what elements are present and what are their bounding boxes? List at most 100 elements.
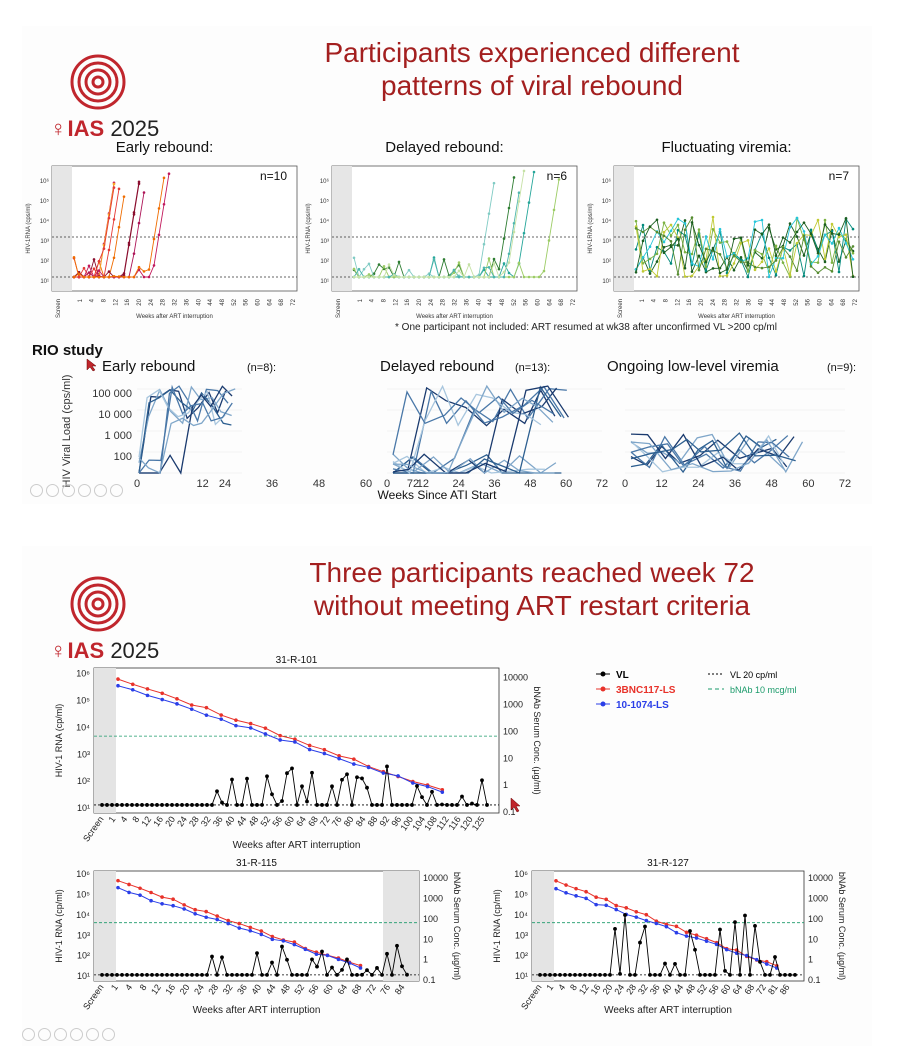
vl-point: [200, 972, 204, 977]
vl-point: [345, 772, 349, 777]
vl-point: [400, 964, 404, 969]
vl-point: [405, 803, 409, 807]
ls1074-point: [322, 751, 327, 756]
prev-slide-icon[interactable]: [22, 1028, 35, 1041]
trajectory-point: [690, 216, 694, 219]
slide-nav-controls-2[interactable]: [22, 1028, 115, 1041]
trajectory-point: [457, 275, 461, 279]
trajectory-point: [830, 229, 834, 233]
x-tick-label: 24: [692, 478, 704, 490]
trajectory-point: [830, 242, 834, 245]
zoom-icon[interactable]: [86, 1028, 99, 1041]
trajectory-point: [669, 262, 673, 265]
x-tick-label: 60: [802, 478, 814, 490]
legend-vl20-label: VL 20 cp/ml: [730, 670, 777, 680]
bnc-point: [160, 895, 164, 899]
bnc-point: [237, 921, 242, 926]
trajectory-point: [837, 270, 841, 274]
vl-point: [430, 789, 434, 794]
slides-grid-icon[interactable]: [70, 1028, 83, 1041]
trajectory-point: [683, 219, 687, 222]
trajectory-point: [655, 252, 659, 256]
prev-slide-icon[interactable]: [30, 484, 43, 497]
vl-point: [135, 972, 139, 977]
trajectory-point: [851, 245, 855, 248]
trajectory-point: [795, 235, 799, 238]
trajectory-point: [823, 233, 827, 237]
trajectory-point: [634, 227, 638, 230]
bnc-point: [684, 930, 689, 935]
trajectory-point: [851, 251, 855, 255]
x-tick-label: 32: [173, 298, 179, 305]
trajectory-point: [704, 235, 708, 238]
trajectory-point: [152, 264, 156, 267]
vl-point: [385, 951, 389, 956]
rio-trajectory: [392, 454, 562, 474]
vl-point: [355, 972, 359, 977]
trajectory-point: [97, 269, 101, 272]
trajectory-point: [507, 271, 511, 275]
x-tick-label: 72: [407, 478, 419, 490]
slide-1-title-line-1: Participants experienced different: [324, 37, 740, 68]
ls1074-point: [396, 774, 400, 778]
trajectory-point: [718, 227, 722, 231]
trajectory-point: [697, 228, 701, 231]
trajectory-point: [725, 274, 729, 277]
x-tick-label: 20: [137, 298, 143, 305]
x-tick-label: 12: [577, 982, 591, 996]
vl-point: [155, 972, 159, 977]
trajectory-point: [442, 258, 446, 261]
more-options-icon[interactable]: [102, 1028, 115, 1041]
ls1074-point: [127, 890, 131, 895]
x-tick-label: 56: [707, 982, 721, 996]
x-tick-label: 36: [266, 478, 278, 490]
ls1074-point: [358, 966, 363, 970]
trajectory-point: [512, 221, 516, 225]
pen-icon[interactable]: [62, 484, 75, 497]
y-axis-label: HIV Viral Load (cps/ml): [61, 375, 73, 488]
x-tick-label: 68: [841, 298, 847, 305]
slides-grid-icon[interactable]: [78, 484, 91, 497]
vl-point: [125, 803, 129, 807]
x-tick-label: 125: [470, 814, 487, 832]
y-tick-label-right: 10: [503, 753, 513, 763]
slide-1-title-line-2: patterns of viral rebound: [381, 70, 683, 102]
x-tick-label: 48: [500, 298, 506, 305]
x-tick-label: 36: [464, 298, 470, 305]
trajectory-point: [517, 200, 521, 203]
bnc-point: [278, 733, 282, 738]
bnc-point: [234, 718, 238, 722]
x-tick-label: 32: [199, 814, 213, 828]
y-tick-label-right: 0.1: [423, 975, 436, 985]
vl-point: [608, 972, 612, 977]
vl-point: [170, 803, 174, 807]
x-tick-label: 52: [794, 298, 800, 305]
rebound-pattern-charts: Early rebound: n=10 10¹ 10² 10³ 10⁴ 10⁵ 10⁶ HIV-…: [26, 139, 860, 502]
more-options-icon[interactable]: [110, 484, 123, 497]
y-axis-label-left: HIV-1 RNA (cp/ml): [54, 704, 64, 778]
rio-chart-2: Delayed rebound (n=13): 0 12 24 36 48 60 72: [380, 358, 608, 490]
trajectory-point: [788, 255, 792, 258]
vl-point: [290, 766, 294, 771]
chart-frame: [93, 667, 500, 814]
vl-point: [210, 954, 214, 959]
trajectory-point: [711, 215, 715, 219]
next-slide-icon[interactable]: [46, 484, 59, 497]
trajectory-point: [690, 221, 694, 224]
slide-nav-controls[interactable]: [30, 484, 123, 497]
trajectory-line: [635, 216, 854, 277]
trajectory-point: [837, 260, 841, 263]
vl-point: [668, 972, 672, 977]
vl-point: [100, 803, 104, 807]
trajectory-point: [760, 232, 764, 236]
x-tick-label: 20: [699, 298, 705, 305]
zoom-icon[interactable]: [94, 484, 107, 497]
x-tick-label: 52: [695, 982, 709, 996]
next-slide-icon[interactable]: [38, 1028, 51, 1041]
x-tick-label: 44: [208, 298, 214, 305]
bnc-point: [204, 909, 208, 914]
bnc-point: [138, 886, 142, 891]
pen-icon[interactable]: [54, 1028, 67, 1041]
vl-point: [175, 972, 179, 977]
x-tick-label: 52: [292, 982, 306, 996]
